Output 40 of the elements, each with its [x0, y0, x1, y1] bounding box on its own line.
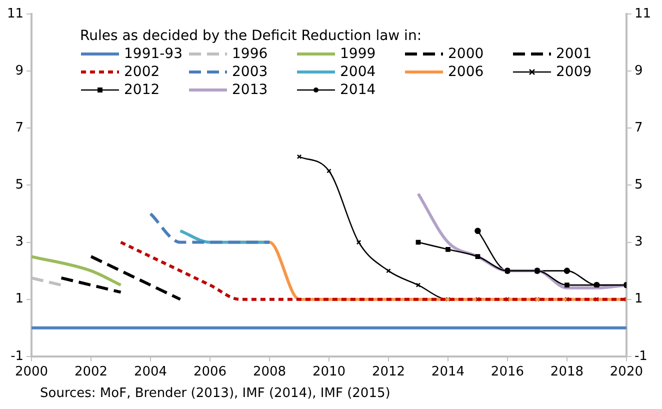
- x-tick-label: 2020: [610, 364, 644, 380]
- y2-tick-label: 3: [634, 234, 643, 250]
- y2-tick-label: -1: [634, 348, 648, 364]
- y2-tick-label: 1: [634, 292, 643, 307]
- y2-tick-label: 5: [634, 178, 643, 193]
- legend-label: 2001: [556, 46, 592, 62]
- y-tick-label: 11: [6, 6, 24, 22]
- legend-label: 1996: [232, 46, 268, 62]
- y-tick-label: 1: [15, 292, 24, 307]
- y2-tick-label: 11: [634, 6, 652, 22]
- y-tick-label: 3: [15, 234, 24, 250]
- x-tick-label: 2002: [74, 364, 108, 380]
- y-tick-label: -1: [10, 348, 24, 364]
- legend-label: 2014: [340, 82, 376, 98]
- legend-label: 2000: [448, 46, 484, 62]
- x-tick-label: 2000: [14, 364, 48, 380]
- legend-label: 2006: [448, 64, 484, 80]
- x-tick-label: 2012: [372, 364, 406, 380]
- x-tick-label: 2010: [312, 364, 346, 380]
- legend-label: 2012: [124, 82, 160, 98]
- source-note: Sources: MoF, Brender (2013), IMF (2014), IMF (2015): [40, 386, 390, 401]
- legend-label: 2002: [124, 64, 160, 80]
- y2-tick-label: 9: [634, 63, 643, 78]
- x-tick-label: 2008: [252, 364, 286, 380]
- y2-tick-label: 7: [634, 120, 643, 136]
- legend-label: 1999: [340, 46, 376, 62]
- x-tick-label: 2014: [431, 364, 465, 380]
- legend-title: Rules as decided by the Deficit Reduction law in:: [80, 28, 423, 44]
- y-tick-label: 9: [15, 63, 24, 78]
- y-tick-label: 7: [15, 120, 24, 136]
- legend-label: 2004: [340, 64, 376, 80]
- legend-label: 2003: [232, 64, 268, 80]
- legend-label: 2013: [232, 82, 268, 98]
- x-tick-label: 2004: [134, 364, 168, 380]
- legend-label: 2009: [556, 64, 592, 80]
- x-tick-label: 2018: [550, 364, 584, 380]
- x-tick-label: 2016: [490, 364, 524, 380]
- y-tick-label: 5: [15, 178, 24, 193]
- legend-label: 1991-93: [124, 46, 182, 62]
- x-tick-label: 2006: [193, 364, 227, 380]
